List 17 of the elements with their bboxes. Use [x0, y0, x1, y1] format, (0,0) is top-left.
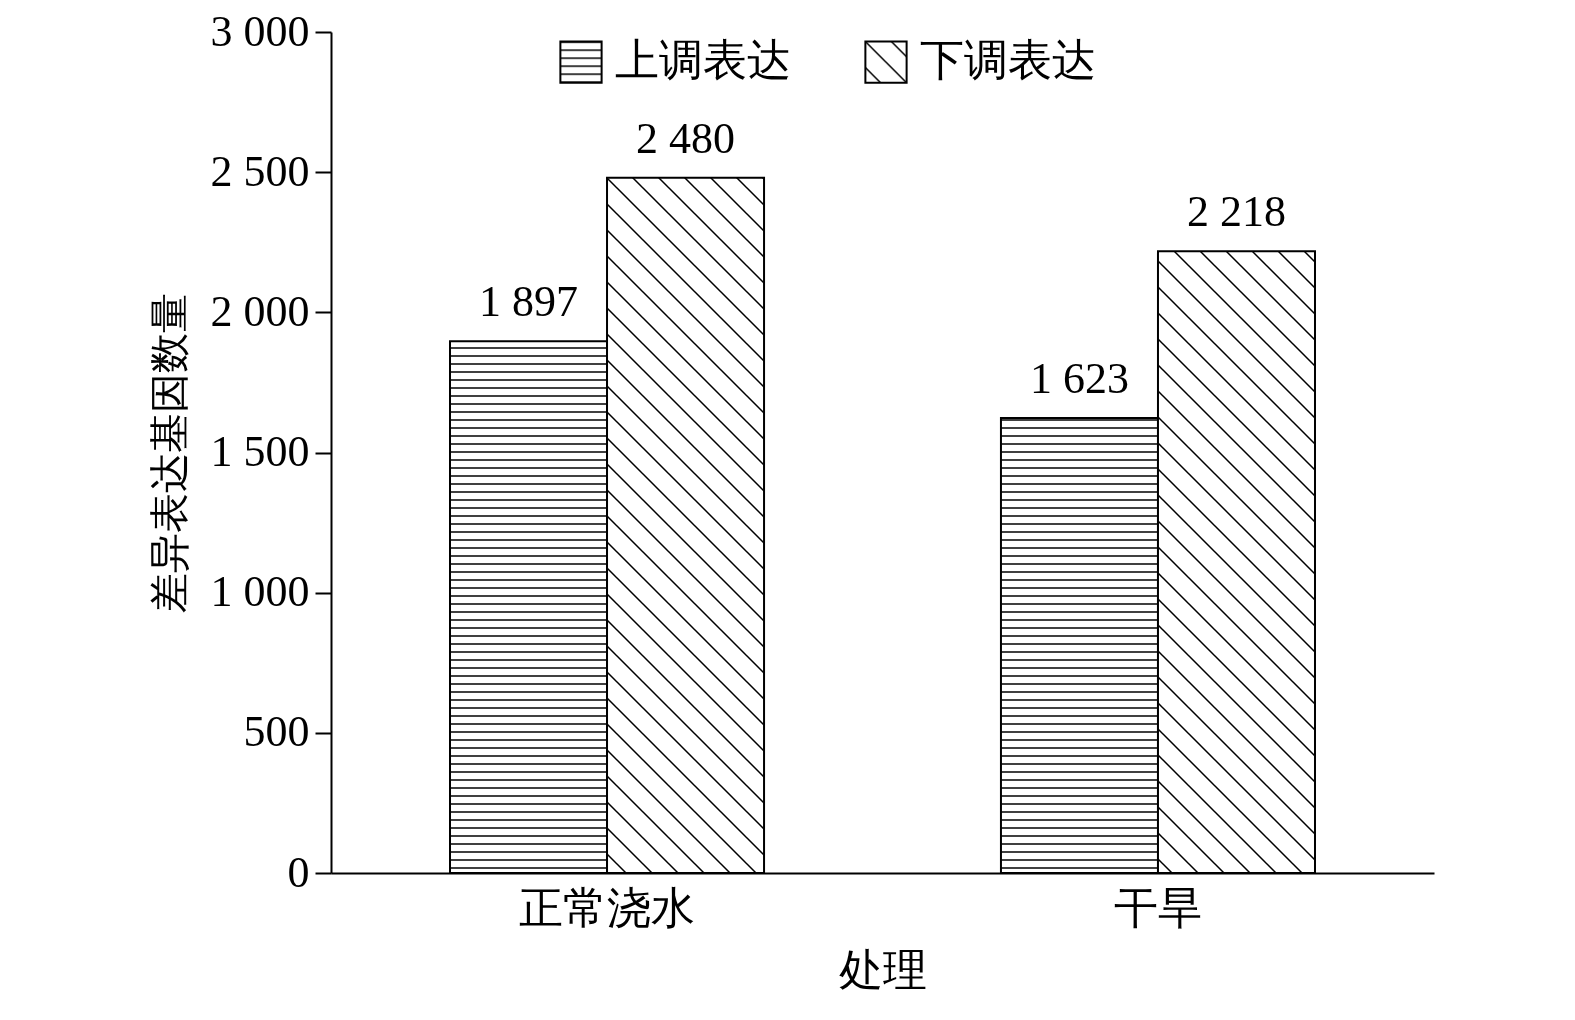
y-tick-label: 3 000: [210, 6, 310, 56]
y-tick-label: 2 500: [210, 146, 310, 196]
x-axis-title: 处理: [839, 945, 927, 995]
legend-label: 上调表达: [615, 36, 791, 86]
y-tick-label: 0: [287, 847, 310, 897]
y-tick-label: 500: [243, 707, 310, 757]
data-label: 2 218: [1186, 187, 1286, 237]
data-label: 2 480: [636, 113, 736, 163]
y-tick-label: 1 000: [210, 567, 310, 617]
y-tick-label: 1 500: [210, 427, 310, 476]
x-tick-label: 正常浇水: [519, 883, 696, 933]
x-tick-label: 干旱: [1113, 883, 1202, 933]
legend-label: 下调表达: [920, 36, 1096, 86]
data-label: 1 623: [1029, 354, 1129, 404]
y-axis-title: 差异表达基因数量: [146, 293, 192, 613]
y-tick-label: 2 000: [210, 286, 310, 336]
data-label: 1 897: [479, 277, 579, 327]
